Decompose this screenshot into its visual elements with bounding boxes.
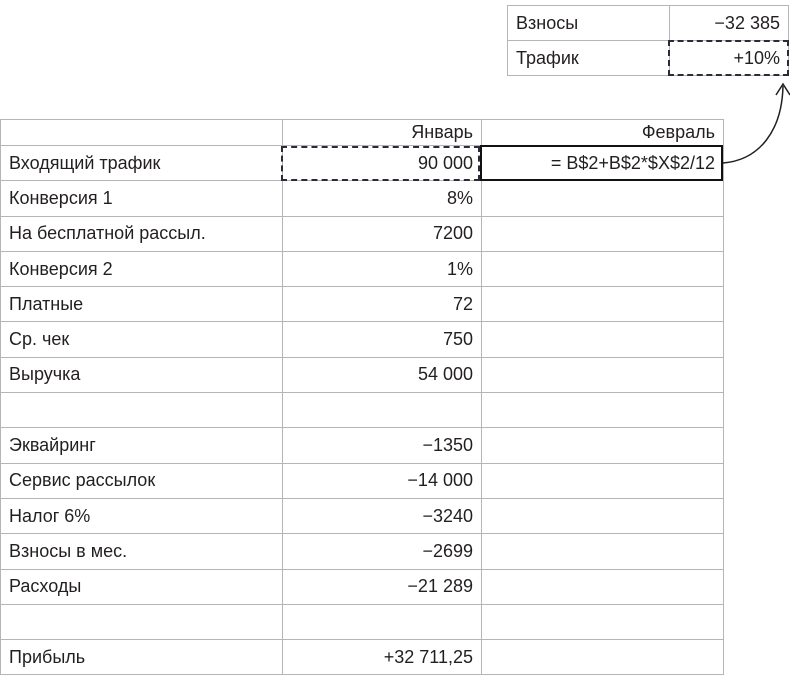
- january-cell[interactable]: 54 000: [282, 356, 482, 394]
- header-cell-february[interactable]: Февраль: [481, 119, 724, 146]
- parameter-value[interactable]: −32 385: [669, 5, 789, 41]
- row-label-cell[interactable]: Налог 6%: [0, 497, 283, 535]
- table-row: Ср. чек 750: [0, 321, 724, 358]
- february-cell[interactable]: [481, 286, 724, 323]
- row-label-cell[interactable]: [0, 603, 283, 641]
- table-row: Конверсия 2 1%: [0, 250, 724, 288]
- active-cell-border: [480, 145, 723, 181]
- table-row: Взносы в мес. −2699: [0, 533, 724, 570]
- header-row: Январь Февраль: [0, 119, 724, 146]
- january-cell[interactable]: 7200: [282, 215, 482, 252]
- february-cell[interactable]: [481, 462, 724, 499]
- parameter-row: Взносы −32 385: [507, 5, 789, 41]
- february-cell[interactable]: [481, 533, 724, 570]
- february-cell[interactable]: = B$2+B$2*$X$2/12: [481, 144, 724, 182]
- february-cell[interactable]: [481, 568, 724, 605]
- row-label-cell[interactable]: Расходы: [0, 568, 283, 605]
- january-cell[interactable]: 8%: [282, 180, 482, 217]
- table-row: Расходы −21 289: [0, 568, 724, 605]
- february-cell[interactable]: [481, 321, 724, 358]
- february-cell[interactable]: [481, 392, 724, 429]
- january-cell[interactable]: +32 711,25: [282, 639, 482, 675]
- arrow-curve: [722, 85, 784, 164]
- row-label-cell[interactable]: Конверсия 1: [0, 180, 283, 217]
- january-cell[interactable]: 750: [282, 321, 482, 358]
- arrowhead-icon: [775, 82, 790, 96]
- table-row: Входящий трафик 90 000 = B$2+B$2*$X$2/12: [0, 144, 724, 182]
- table-row: Прибыль +32 711,25: [0, 639, 724, 675]
- table-row: Конверсия 1 8%: [0, 180, 724, 217]
- row-label-cell[interactable]: [0, 392, 283, 429]
- row-label-cell[interactable]: Взносы в мес.: [0, 533, 283, 570]
- january-cell[interactable]: −3240: [282, 497, 482, 535]
- parameter-label[interactable]: Взносы: [507, 5, 670, 41]
- row-label-cell[interactable]: Эквайринг: [0, 427, 283, 464]
- row-label-cell[interactable]: Ср. чек: [0, 321, 283, 358]
- january-cell[interactable]: 72: [282, 286, 482, 323]
- row-label-cell[interactable]: Прибыль: [0, 639, 283, 675]
- row-label-cell[interactable]: На бесплатной рассыл.: [0, 215, 283, 252]
- table-row: Платные 72: [0, 286, 724, 323]
- february-cell[interactable]: [481, 250, 724, 288]
- january-cell[interactable]: −21 289: [282, 568, 482, 605]
- spreadsheet-table: Январь Февраль Входящий трафик 90 000 = B$…: [0, 119, 724, 675]
